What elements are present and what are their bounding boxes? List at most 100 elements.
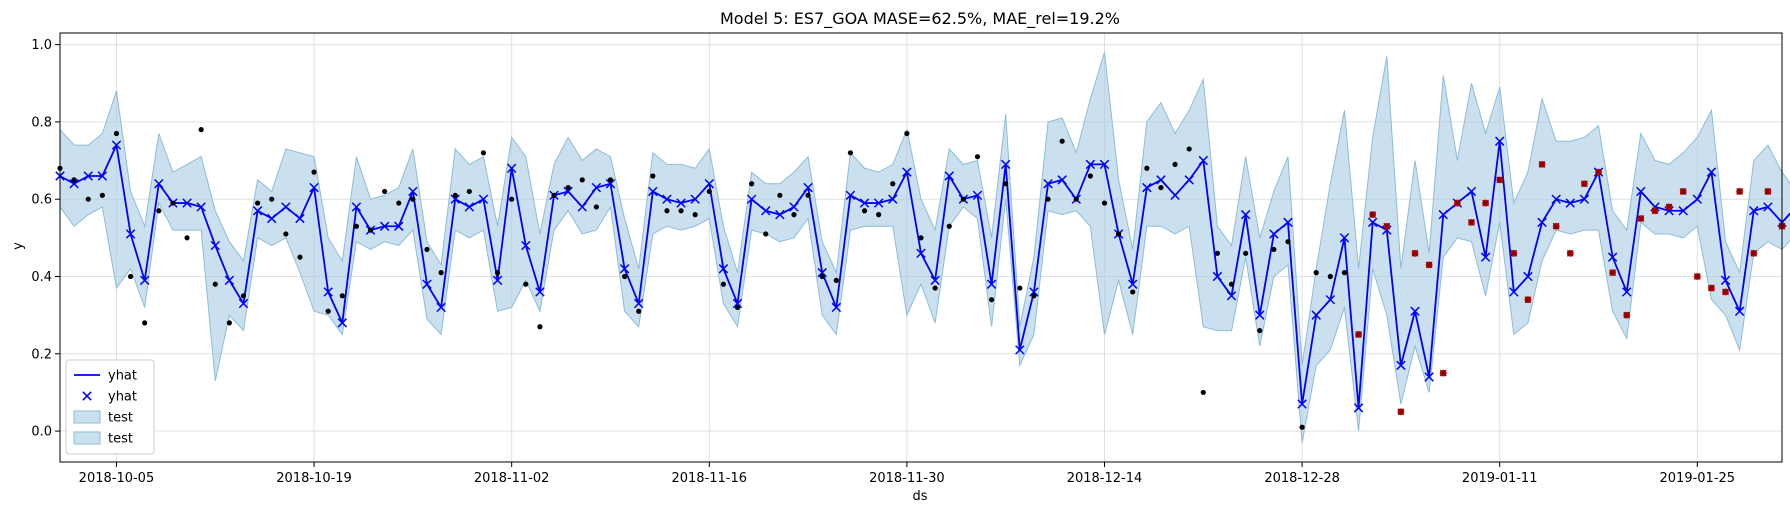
y-tick-label: 0.8	[31, 115, 52, 130]
actual-point	[607, 177, 614, 183]
actual-point	[1116, 231, 1122, 237]
yhat-marker	[450, 194, 460, 204]
yhat-marker	[803, 182, 813, 193]
test-actual-cross	[1383, 222, 1391, 230]
test-actual-cross	[1609, 269, 1616, 276]
y-tick-label: 1.0	[31, 38, 52, 53]
actual-point	[593, 204, 599, 210]
yhat-marker	[83, 171, 93, 181]
x-tick-label: 2018-10-19	[276, 471, 352, 486]
actual-point	[1313, 270, 1319, 276]
yhat-marker	[1339, 233, 1350, 243]
test-actual-point	[1397, 408, 1405, 416]
yhat-marker	[252, 206, 263, 216]
test-actual-cross	[1397, 408, 1405, 416]
yhat-marker	[1283, 217, 1293, 228]
legend-label: yhat	[108, 369, 137, 384]
actual-point	[71, 177, 77, 183]
actual-point	[692, 212, 698, 218]
legend-marker-swatch	[82, 391, 92, 401]
x-tick-label: 2019-01-25	[1660, 471, 1736, 486]
x-tick-label: 2019-01-11	[1462, 471, 1538, 486]
actual-point	[396, 200, 402, 206]
yhat-marker	[986, 279, 997, 289]
actual-point	[1271, 246, 1277, 253]
test-actual-point	[1679, 188, 1687, 195]
yhat-marker	[591, 182, 602, 193]
yhat-marker	[1692, 194, 1703, 204]
actual-point	[452, 192, 458, 198]
test-actual-cross	[1411, 249, 1419, 257]
actual-point	[1228, 281, 1235, 287]
yhat-marker	[845, 190, 856, 201]
actual-point	[833, 277, 839, 283]
yhat-marker	[1480, 252, 1491, 262]
actual-point	[353, 223, 360, 229]
test-actual-cross	[1637, 215, 1645, 222]
yhat-marker	[1537, 217, 1547, 228]
test-actual-point	[1369, 211, 1377, 219]
actual-point	[127, 273, 134, 280]
actual-point	[99, 192, 105, 198]
yhat-marker	[506, 163, 517, 174]
actual-point	[650, 173, 656, 179]
yhat-marker	[1170, 190, 1180, 201]
yhat-marker	[746, 194, 757, 204]
actual-point	[382, 188, 388, 195]
test-actual-point	[1496, 176, 1504, 184]
actual-point	[876, 212, 882, 218]
legend-label: test	[108, 411, 133, 426]
yhat-marker	[337, 318, 348, 328]
x-tick-label: 2018-11-30	[869, 471, 945, 486]
actual-point	[777, 192, 783, 198]
test-actual-point	[1383, 222, 1391, 230]
test-actual-point	[1595, 168, 1602, 176]
yhat-marker	[535, 287, 545, 297]
yhat-marker	[761, 206, 771, 216]
yhat-marker	[1127, 279, 1138, 289]
yhat-marker	[1099, 159, 1110, 170]
actual-point	[1101, 200, 1108, 206]
actual-point	[636, 308, 642, 314]
yhat-marker	[69, 178, 79, 189]
actual-point	[1341, 270, 1348, 276]
actual-point	[226, 320, 232, 326]
test-actual-cross	[1722, 288, 1729, 296]
test-actual-point	[1453, 199, 1461, 207]
legend-box	[65, 359, 155, 455]
test-actual-point	[1708, 284, 1715, 292]
actual-point	[749, 181, 755, 187]
actual-point	[861, 208, 868, 214]
actual-point	[283, 231, 289, 237]
yhat-marker	[111, 140, 122, 150]
yhat-marker	[718, 264, 729, 274]
actual-point	[819, 273, 825, 280]
yhat-marker	[422, 279, 432, 289]
test-actual-point	[1693, 273, 1701, 280]
yhat-marker	[1156, 175, 1166, 185]
test-actual-cross	[1496, 176, 1504, 184]
confidence-band	[59, 52, 1790, 443]
yhat-marker	[916, 248, 926, 259]
yhat-marker	[238, 298, 249, 309]
yhat-marker	[436, 302, 446, 313]
test-actual-point	[1722, 288, 1729, 296]
test-actual-cross	[1736, 188, 1744, 195]
actual-point	[763, 231, 769, 237]
yhat-marker	[521, 240, 531, 251]
yhat-marker	[1523, 271, 1533, 282]
actual-point	[269, 196, 275, 202]
test-actual-point	[1552, 222, 1560, 230]
yhat-marker	[972, 190, 983, 201]
actual-point	[494, 270, 501, 276]
actual-point	[1144, 165, 1150, 171]
actual-point	[1031, 293, 1037, 299]
test-actual-point	[1411, 249, 1419, 257]
yhat-marker	[930, 275, 940, 286]
actual-point	[85, 196, 91, 202]
x-tick-label: 2018-12-14	[1067, 471, 1143, 486]
x-tick-label: 2018-11-02	[474, 471, 550, 486]
x-tick-label: 2018-12-28	[1264, 471, 1340, 486]
actual-point	[847, 150, 854, 156]
actual-point	[311, 169, 317, 175]
